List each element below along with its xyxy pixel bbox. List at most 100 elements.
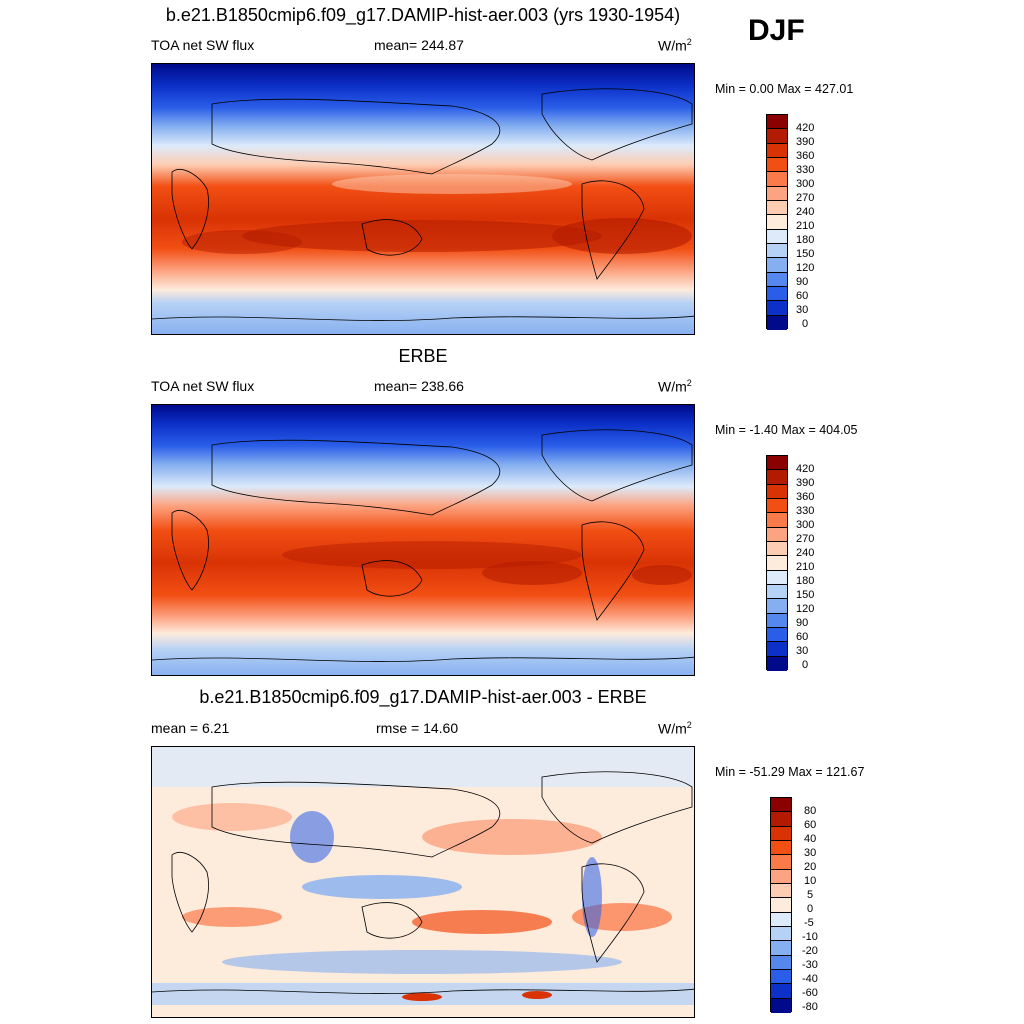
panel-1-tick: 360 — [796, 150, 815, 162]
panel-2-swatch-4 — [767, 498, 787, 514]
panel-2-swatch-14 — [767, 642, 787, 657]
panel-2-swatch-7 — [767, 541, 787, 557]
panel-2-colorbar — [766, 455, 788, 671]
panel-3-swatch-9 — [771, 912, 791, 927]
panel-3-swatch-7 — [771, 883, 791, 899]
panel-1-swatch-7 — [767, 200, 787, 216]
panel-1-tick: 240 — [796, 206, 815, 218]
panel-2-tick: 0 — [802, 659, 809, 671]
season-label: DJF — [748, 14, 805, 47]
panel-3-swatch-8 — [771, 898, 791, 913]
panel-1-swatch-4 — [767, 157, 787, 173]
panel-3-tick: -30 — [802, 959, 818, 971]
panel-1-tick: 390 — [796, 136, 815, 148]
panel-2-coastlines — [152, 429, 694, 662]
panel-3-swatch-10 — [771, 926, 791, 942]
panel-2-tick: 240 — [796, 547, 815, 559]
panel-3-tick: 80 — [804, 805, 817, 817]
panel-3-tick: -20 — [802, 945, 818, 957]
panel-3-tick: -10 — [802, 931, 818, 943]
panel-1-swatch-3 — [767, 143, 787, 158]
panel-2-tick: 60 — [796, 631, 809, 643]
panel-3-tick: 0 — [807, 903, 814, 915]
panel-1-swatch-2 — [767, 129, 787, 144]
panel-3-rmse-label: rmse = 14.60 — [376, 720, 459, 736]
panel-3-tick: 20 — [804, 861, 817, 873]
panel-2-swatch-6 — [767, 527, 787, 542]
panel-2-field — [152, 405, 694, 675]
panel-1-swatch-1 — [767, 115, 787, 130]
panel-2-swatch-9 — [767, 570, 787, 585]
panel-1-swatch-14 — [767, 301, 787, 316]
panel-1-swatch-11 — [767, 258, 787, 273]
panel-1-tick: 420 — [796, 122, 815, 134]
panel-3-swatch-6 — [771, 869, 791, 884]
panel-1-swatch-9 — [767, 229, 787, 244]
panel-3-swatch-5 — [771, 855, 791, 870]
panel-3-tick: -5 — [804, 917, 814, 929]
panel-2-swatch-1 — [767, 456, 787, 471]
panel-1-minmax: Min = 0.00 Max = 427.01 — [715, 82, 854, 96]
panel-2-swatch-2 — [767, 470, 787, 485]
panel-1-map — [151, 63, 695, 335]
panel-3-tick: 30 — [804, 847, 817, 859]
panel-2-swatch-3 — [767, 484, 787, 499]
panel-3-tick: -60 — [802, 987, 818, 999]
panel-2-swatch-12 — [767, 613, 787, 628]
panel-2-tick: 180 — [796, 575, 815, 587]
panel-1-swatch-15 — [767, 315, 787, 330]
panel-3-swatch-15 — [771, 998, 791, 1013]
panel-2-tick: 120 — [796, 603, 815, 615]
panel-3-tick: 5 — [807, 889, 814, 901]
panel-3-tick: 60 — [804, 819, 817, 831]
panel-2-tick: 390 — [796, 477, 815, 489]
panel-2-tick: 90 — [796, 617, 809, 629]
panel-1-swatch-12 — [767, 272, 787, 287]
panel-2-title: ERBE — [398, 346, 448, 366]
panel-2-swatch-10 — [767, 584, 787, 600]
panel-1-units: W/m2 — [658, 37, 692, 54]
panel-3-map — [151, 746, 695, 1018]
panel-3-tick: -40 — [802, 973, 818, 985]
panel-2-minmax: Min = -1.40 Max = 404.05 — [715, 423, 858, 437]
panel-1-tick: 120 — [796, 262, 815, 274]
panel-1-swatch-5 — [767, 172, 787, 187]
panel-1-swatch-13 — [767, 286, 787, 302]
panel-2-tick: 300 — [796, 519, 815, 531]
panel-2-map — [151, 404, 695, 676]
panel-2-tick: 360 — [796, 491, 815, 503]
panel-2-mean-label: mean= 238.66 — [374, 378, 464, 394]
panel-2-swatch-8 — [767, 556, 787, 571]
panel-3-swatch-4 — [771, 840, 791, 856]
panel-1-title: b.e21.B1850cmip6.f09_g17.DAMIP-hist-aer.… — [165, 5, 681, 25]
panel-3-tick: -80 — [802, 1001, 818, 1013]
panel-1-tick: 300 — [796, 178, 815, 190]
panel-2-swatch-11 — [767, 599, 787, 614]
panel-1-colorbar — [766, 114, 788, 330]
panel-2-swatch-15 — [767, 656, 787, 671]
panel-2-tick: 210 — [796, 561, 815, 573]
panel-1-tick: 60 — [796, 290, 809, 302]
panel-1-tick: 90 — [796, 276, 809, 288]
panel-1-field — [152, 64, 694, 334]
panel-1-tick: 210 — [796, 220, 815, 232]
panel-3-swatch-12 — [771, 955, 791, 970]
panel-1-swatch-8 — [767, 215, 787, 230]
panel-1-coastlines — [152, 88, 694, 321]
panel-1-tick: 270 — [796, 192, 815, 204]
panel-3-swatch-13 — [771, 969, 791, 985]
panel-2-tick: 150 — [796, 589, 815, 601]
panel-3-swatch-11 — [771, 941, 791, 956]
panel-3-swatch-2 — [771, 812, 791, 827]
panel-3-swatch-14 — [771, 984, 791, 999]
panel-2-tick: 330 — [796, 505, 815, 517]
panel-3-swatch-3 — [771, 826, 791, 841]
panel-3-swatch-1 — [771, 798, 791, 813]
panel-2-swatch-5 — [767, 513, 787, 528]
panel-3-mean-label: mean = 6.21 — [151, 720, 230, 736]
panel-2-variable-label: TOA net SW flux — [151, 378, 255, 394]
panel-2-tick: 30 — [796, 645, 809, 657]
panel-1-tick: 150 — [796, 248, 815, 260]
panel-1-swatch-6 — [767, 186, 787, 201]
panel-1-tick: 0 — [802, 318, 809, 330]
